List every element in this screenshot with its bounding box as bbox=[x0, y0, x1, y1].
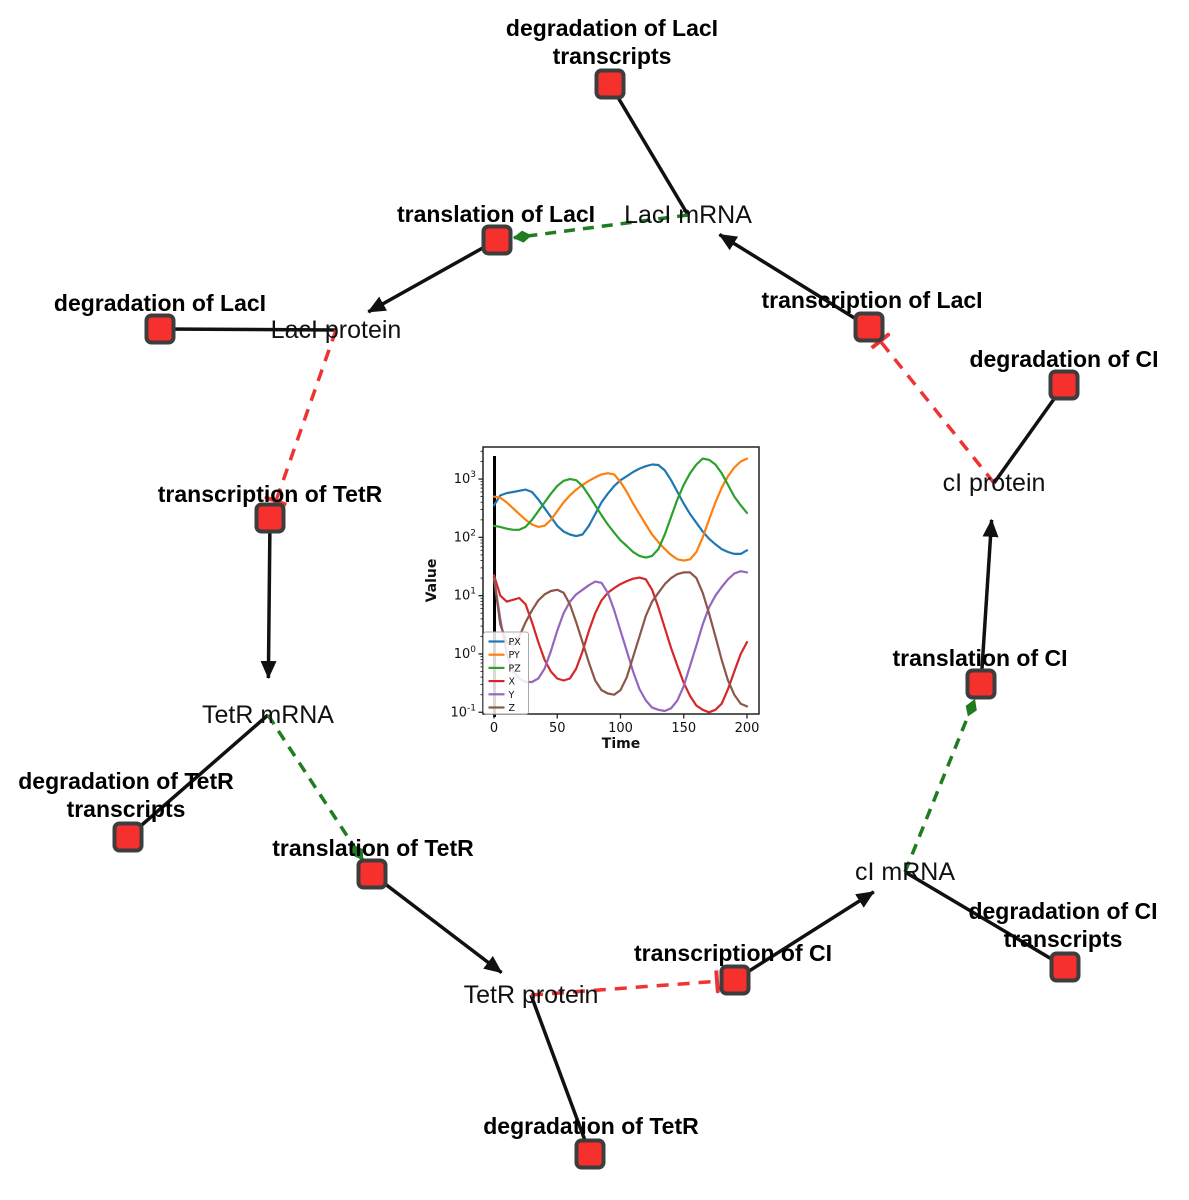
x-tick-label: 100 bbox=[608, 721, 633, 736]
reaction-label-deg-laci: degradation of LacI bbox=[54, 290, 266, 316]
edge-inhibition-ci-protein-to-transcription-laci bbox=[880, 341, 996, 485]
edges-layer bbox=[126, 83, 1066, 1155]
reaction-label-translation-laci: translation of LacI bbox=[397, 201, 595, 227]
reaction-node-transcription-ci[interactable] bbox=[719, 964, 751, 996]
x-tick-label: 50 bbox=[549, 721, 566, 736]
edge-catalysis-laci-mrna-to-translation-laci bbox=[512, 213, 689, 243]
edge-consumption-laci-mrna-to-deg-laci-transcripts bbox=[608, 83, 690, 216]
y-tick-label: 10-1 bbox=[450, 703, 476, 720]
reaction-node-deg-tetr[interactable] bbox=[574, 1138, 606, 1170]
species-label-laci-mrna: LacI mRNA bbox=[624, 201, 752, 229]
reaction-label-transcription-laci: transcription of LacI bbox=[761, 287, 982, 313]
y-tick-label: 101 bbox=[454, 587, 476, 604]
nodes-layer bbox=[112, 68, 1081, 1170]
edge-consumption-tetr-protein-to-deg-tetr bbox=[529, 994, 592, 1155]
edge-production-translation-ci-to-ci-protein bbox=[979, 518, 999, 685]
x-tick-label: 200 bbox=[735, 721, 760, 736]
plot-xlabel: Time bbox=[602, 736, 640, 752]
plot-series-y-line bbox=[492, 570, 749, 713]
y-tick-label: 100 bbox=[454, 645, 477, 662]
reaction-node-deg-ci-transcripts[interactable] bbox=[1049, 951, 1081, 983]
reaction-label-transcription-ci: transcription of CI bbox=[634, 940, 832, 966]
reaction-node-deg-ci[interactable] bbox=[1048, 369, 1080, 401]
plot-series-pz-line bbox=[492, 457, 749, 559]
plot-legend-box bbox=[483, 631, 529, 715]
legend-label-px: PX bbox=[509, 637, 522, 648]
legend-label-x: X bbox=[509, 677, 516, 688]
reaction-label-deg-laci-transcripts-line2: transcripts bbox=[553, 43, 672, 69]
reaction-label-deg-ci: degradation of CI bbox=[969, 346, 1158, 372]
y-tick-label: 103 bbox=[454, 470, 476, 487]
reaction-node-transcription-tetr[interactable] bbox=[254, 502, 286, 534]
reaction-label-deg-ci-transcripts-line1: degradation of CI bbox=[968, 898, 1157, 924]
edge-production-translation-tetr-to-tetr-protein bbox=[370, 872, 503, 974]
legend-label-pz: PZ bbox=[509, 663, 522, 674]
plot-series-py-line bbox=[492, 457, 749, 562]
reaction-label-deg-tetr: degradation of TetR bbox=[483, 1113, 699, 1139]
species-label-laci-protein: LacI protein bbox=[271, 316, 402, 344]
reaction-node-translation-tetr[interactable] bbox=[356, 858, 388, 890]
reaction-node-translation-laci[interactable] bbox=[481, 224, 513, 256]
reaction-label-translation-tetr: translation of TetR bbox=[272, 835, 474, 861]
edge-production-transcription-tetr-to-tetr-mrna bbox=[260, 517, 277, 680]
edge-inhibition-laci-protein-to-transcription-tetr bbox=[276, 329, 338, 501]
reaction-label-deg-tetr-transcripts-line1: degradation of TetR bbox=[18, 768, 234, 794]
legend-label-z: Z bbox=[509, 703, 516, 714]
edge-consumption-laci-protein-to-deg-laci bbox=[159, 327, 337, 332]
embedded-plot: 0 50 100 150 200 10-1 100 101 102 103 Time Value PX P… bbox=[423, 435, 779, 772]
reaction-node-transcription-laci[interactable] bbox=[853, 311, 885, 343]
reaction-label-translation-ci: translation of CI bbox=[892, 645, 1067, 671]
species-label-tetr-protein: TetR protein bbox=[464, 981, 599, 1009]
y-tick-label: 102 bbox=[454, 528, 476, 545]
species-label-tetr-mrna: TetR mRNA bbox=[202, 701, 334, 729]
reaction-node-deg-tetr-transcripts[interactable] bbox=[112, 821, 144, 853]
reaction-node-deg-laci-transcripts[interactable] bbox=[594, 68, 626, 100]
labels-layer: LacI mRNA LacI protein TetR mRNA TetR prote… bbox=[18, 15, 1158, 1139]
plot-series-x-line bbox=[492, 574, 749, 714]
species-label-ci-mrna: cI mRNA bbox=[855, 858, 955, 886]
edge-inhibition-tetr-protein-to-transcription-ci bbox=[530, 981, 717, 997]
x-tick-label: 150 bbox=[671, 721, 696, 736]
edge-consumption-tetr-mrna-to-deg-tetr-transcripts bbox=[126, 713, 270, 839]
legend-label-y: Y bbox=[508, 690, 515, 701]
reaction-node-deg-laci[interactable] bbox=[144, 313, 176, 345]
reaction-label-deg-ci-transcripts-line2: transcripts bbox=[1004, 926, 1123, 952]
edge-production-transcription-ci-to-ci-mrna bbox=[734, 890, 875, 982]
edge-consumption-ci-mrna-to-deg-ci-transcripts bbox=[904, 870, 1066, 969]
edge-catalysis-tetr-mrna-to-translation-tetr bbox=[266, 714, 365, 861]
reaction-node-translation-ci[interactable] bbox=[965, 668, 997, 700]
x-tick-label: 0 bbox=[490, 721, 498, 736]
edge-production-transcription-laci-to-laci-mrna bbox=[718, 232, 870, 329]
legend-label-py: PY bbox=[509, 650, 521, 661]
reaction-label-deg-tetr-transcripts-line2: transcripts bbox=[67, 796, 186, 822]
edge-production-translation-laci-to-laci-protein bbox=[367, 238, 498, 314]
reaction-label-deg-laci-transcripts-line1: degradation of LacI bbox=[506, 15, 718, 41]
reaction-label-transcription-tetr: transcription of TetR bbox=[158, 481, 383, 507]
species-label-ci-protein: cI protein bbox=[943, 469, 1046, 497]
plot-ylabel: Value bbox=[424, 559, 440, 603]
plot-series-z-line bbox=[492, 571, 749, 708]
edge-catalysis-ci-mrna-to-translation-ci bbox=[903, 698, 977, 873]
edge-consumption-ci-protein-to-deg-ci bbox=[992, 383, 1066, 485]
